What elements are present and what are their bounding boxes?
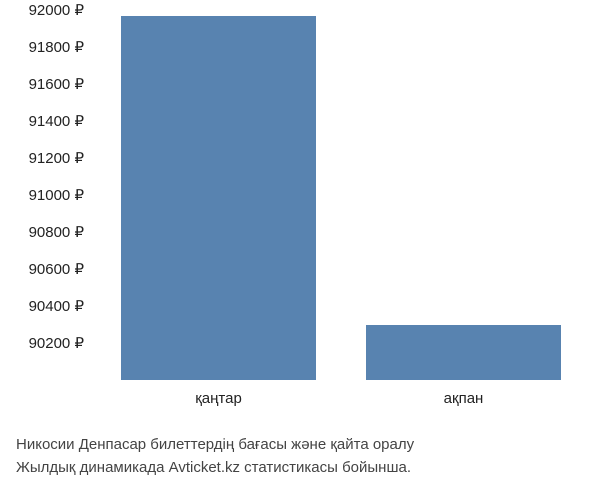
chart-caption: Никосии Денпасар билеттердің бағасы және…: [16, 434, 414, 479]
bar: [121, 16, 316, 380]
caption-line: Никосии Денпасар билеттердің бағасы және…: [16, 434, 414, 457]
y-tick-label: 91400 ₽: [29, 112, 84, 130]
y-tick-label: 90800 ₽: [29, 223, 84, 241]
y-tick-label: 91600 ₽: [29, 75, 84, 93]
y-tick-label: 90400 ₽: [29, 297, 84, 315]
x-tick-label: ақпан: [444, 390, 484, 407]
y-tick-label: 91000 ₽: [29, 186, 84, 204]
bar: [366, 325, 561, 381]
x-tick-label: қаңтар: [195, 390, 242, 407]
y-tick-label: 91800 ₽: [29, 38, 84, 56]
y-tick-label: 90600 ₽: [29, 260, 84, 278]
plot-area: [96, 10, 586, 380]
y-tick-label: 92000 ₽: [29, 1, 84, 19]
caption-line: Жылдық динамикада Avticket.kz статистика…: [16, 457, 414, 480]
y-tick-label: 90200 ₽: [29, 334, 84, 352]
chart-container: 90200 ₽ 90400 ₽ 90600 ₽ 90800 ₽ 91000 ₽ 91200…: [0, 0, 600, 500]
y-tick-label: 91200 ₽: [29, 149, 84, 167]
